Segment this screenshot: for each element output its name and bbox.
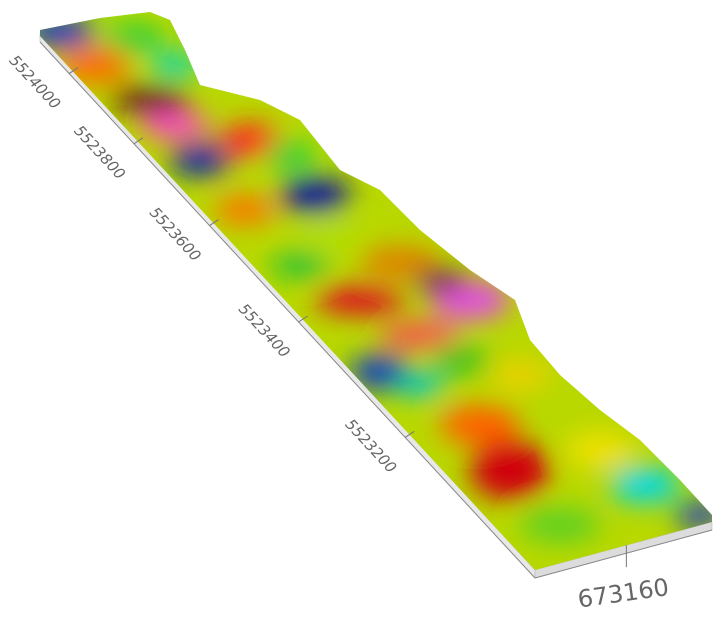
chart: 55240005523800 5523600 5523400 5523200 67316… bbox=[0, 0, 714, 624]
y-tick-label: 5524000 bbox=[6, 51, 65, 112]
surface bbox=[0, 0, 714, 624]
y-tick-label: 5523600 bbox=[146, 204, 205, 265]
y-tick-label: 5523400 bbox=[235, 300, 294, 361]
y-tick-label: 5523800 bbox=[70, 122, 129, 183]
page: 55240005523800 5523600 5523400 5523200 67316… bbox=[0, 0, 714, 624]
x-tick-label: 673160 bbox=[576, 573, 671, 613]
y-tick-label: 5523200 bbox=[342, 415, 401, 476]
